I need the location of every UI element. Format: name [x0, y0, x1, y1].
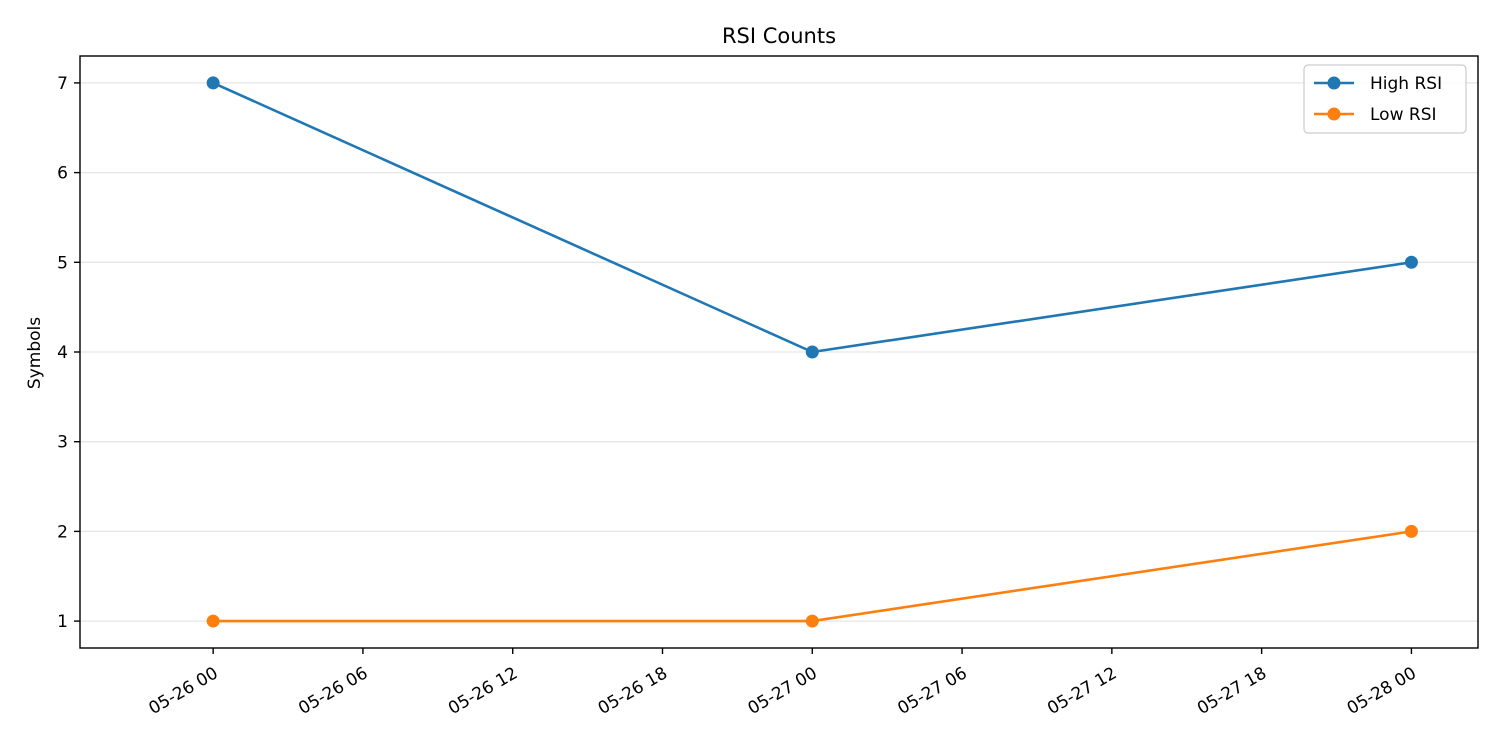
data-point	[206, 76, 220, 90]
chart-title: RSI Counts	[722, 24, 836, 48]
y-tick-label: 4	[57, 343, 68, 363]
y-tick-label: 6	[57, 164, 68, 184]
data-point	[1404, 255, 1418, 269]
legend-item: High RSI	[1314, 74, 1442, 94]
legend-label: High RSI	[1370, 74, 1442, 94]
y-axis: 1 2 3 4 5 6 7	[57, 74, 80, 632]
x-tick-label: 05-26 00	[145, 663, 221, 719]
legend-item: Low RSI	[1314, 105, 1437, 125]
data-point	[805, 345, 819, 359]
y-axis-label: Symbols	[25, 317, 45, 389]
y-tick-label: 3	[57, 433, 68, 453]
x-axis: 05-26 00 05-26 06 05-26 12 05-26 18 05-27 00…	[145, 648, 1420, 719]
series-line	[213, 530, 1412, 623]
x-tick-label: 05-26 12	[445, 663, 521, 719]
legend-marker	[1327, 107, 1341, 121]
series-high-rsi	[206, 76, 1418, 359]
legend-marker	[1327, 76, 1341, 90]
x-tick-label: 05-27 18	[1194, 663, 1270, 719]
x-tick-label: 05-27 06	[894, 663, 970, 719]
y-tick-label: 2	[57, 522, 68, 542]
x-tick-label: 05-27 12	[1044, 663, 1120, 719]
grid-lines	[80, 82, 1478, 622]
data-point	[206, 614, 220, 628]
x-tick-label: 05-28 00	[1344, 663, 1420, 719]
y-tick-label: 5	[57, 253, 68, 273]
series-layer	[206, 76, 1418, 628]
y-tick-label: 7	[57, 74, 68, 94]
x-tick-label: 05-26 06	[295, 663, 371, 719]
x-tick-label: 05-26 18	[595, 663, 671, 719]
data-point	[1404, 524, 1418, 538]
legend-label: Low RSI	[1370, 105, 1437, 125]
legend: High RSI Low RSI	[1303, 64, 1467, 134]
series-low-rsi	[206, 524, 1418, 628]
y-tick-label: 1	[57, 612, 68, 632]
series-line	[212, 81, 1412, 354]
x-tick-label: 05-27 00	[745, 663, 821, 719]
data-point	[805, 614, 819, 628]
